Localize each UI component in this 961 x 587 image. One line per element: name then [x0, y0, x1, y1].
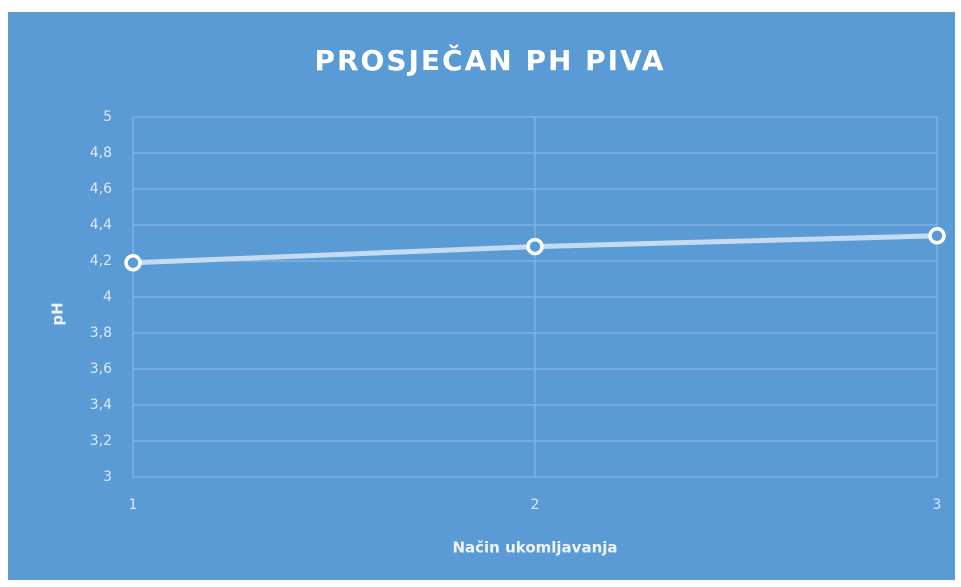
x-tick-label: 2: [531, 497, 540, 513]
y-tick-label: 3,2: [90, 433, 112, 449]
y-tick-label: 3: [103, 469, 112, 485]
y-axis-label: pH: [49, 302, 67, 325]
y-tick-label: 3,4: [90, 397, 112, 413]
y-tick-label: 4: [103, 289, 112, 305]
data-point: [928, 227, 946, 245]
x-tick-label: 1: [129, 497, 138, 513]
chart-title: PROSJEČAN PH PIVA: [314, 43, 665, 77]
x-tick-label: 3: [933, 497, 942, 513]
x-axis-label: Način ukomljavanja: [452, 539, 617, 557]
y-tick-label: 4,4: [90, 217, 112, 233]
data-point: [526, 237, 544, 256]
y-tick-label: 4,2: [90, 253, 112, 269]
chart-background: [8, 12, 955, 580]
data-point: [124, 254, 142, 272]
y-tick-label: 4,6: [90, 181, 112, 197]
y-tick-label: 3,6: [90, 361, 112, 377]
y-tick-label: 5: [103, 109, 112, 125]
y-tick-label: 3,8: [90, 325, 112, 341]
y-tick-label: 4,8: [90, 145, 112, 161]
